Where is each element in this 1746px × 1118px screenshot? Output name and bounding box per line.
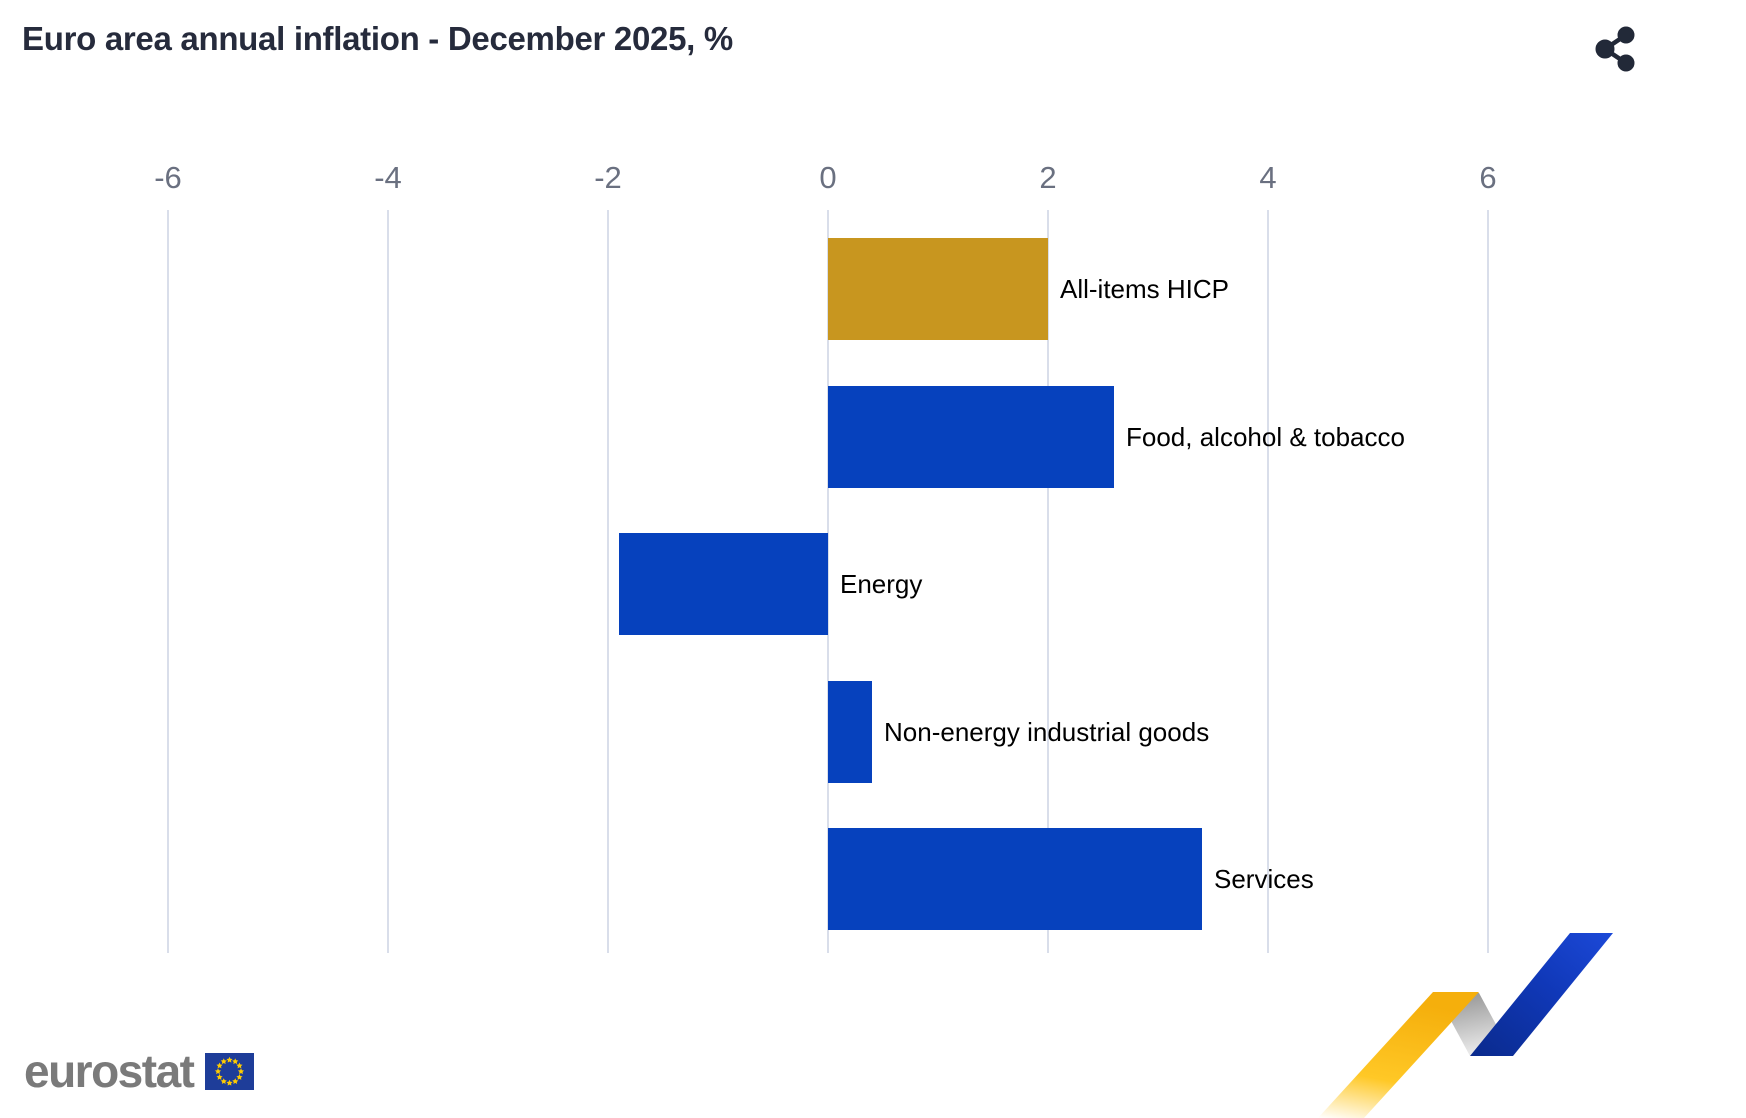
- x-gridline: [167, 210, 169, 953]
- share-button[interactable]: [1594, 24, 1642, 72]
- x-gridline: [387, 210, 389, 953]
- eurostat-logo: eurostat: [24, 1045, 255, 1097]
- share-icon: [1595, 26, 1635, 72]
- bar-label: Services: [1214, 864, 1314, 894]
- x-gridline: [1487, 210, 1489, 953]
- eurostat-logo-text: eurostat: [24, 1045, 195, 1097]
- chart-bar[interactable]: [828, 828, 1202, 930]
- x-tick-label: -2: [594, 160, 622, 195]
- x-tick-label: -6: [154, 160, 182, 195]
- chart-bar[interactable]: [828, 680, 872, 783]
- x-tick-label: 2: [1039, 160, 1057, 195]
- bar-label: All-items HICP: [1060, 274, 1230, 304]
- chart-bar[interactable]: [619, 533, 828, 635]
- x-tick-label: -4: [374, 160, 402, 195]
- x-tick-label: 6: [1479, 160, 1497, 195]
- bar-label: Energy: [840, 569, 923, 599]
- eu-flag-icon: [205, 1052, 255, 1090]
- eurostat-zigzag-motif: [1318, 933, 1613, 1118]
- chart-title: Euro area annual inflation - December 20…: [22, 20, 733, 57]
- chart-bar[interactable]: [828, 238, 1048, 340]
- x-gridline: [1047, 210, 1049, 953]
- x-gridline: [827, 210, 829, 953]
- x-gridline: [1267, 210, 1269, 953]
- x-tick-label: 0: [819, 160, 837, 195]
- x-tick-label: 4: [1259, 160, 1277, 195]
- bar-label: Food, alcohol & tobacco: [1126, 421, 1405, 452]
- chart-bar[interactable]: [828, 385, 1114, 488]
- bar-label: Non-energy industrial goods: [884, 716, 1210, 747]
- x-gridline: [607, 210, 609, 953]
